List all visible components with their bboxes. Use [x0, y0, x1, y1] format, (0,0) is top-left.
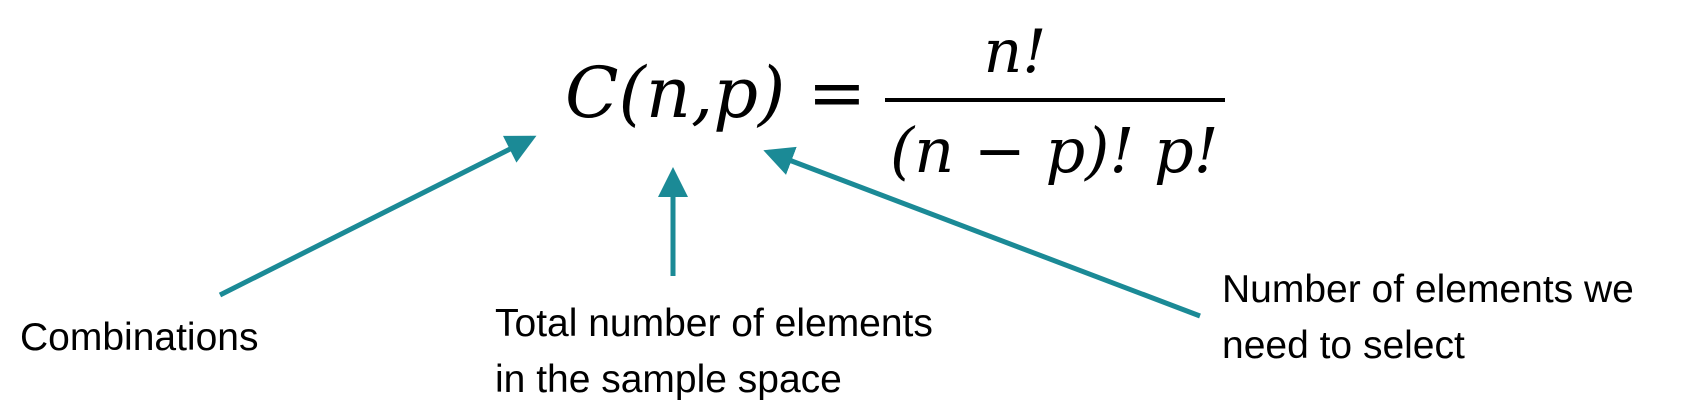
fraction-denominator: (n − p)! p! [890, 114, 1219, 187]
label-combinations: Combinations [20, 316, 259, 359]
fraction-numerator: n! [983, 17, 1047, 87]
label-select-line-2: need to select [1222, 324, 1465, 367]
label-total-line-2: in the sample space [495, 358, 842, 401]
label-total-line-1: Total number of elements [495, 302, 933, 345]
label-select-line-1: Number of elements we [1222, 268, 1634, 311]
combination-notation: C(n,p) = [565, 52, 867, 134]
fraction-bar [885, 98, 1225, 102]
arrow-select-elements [763, 146, 1201, 319]
arrow-combinations [218, 135, 537, 298]
